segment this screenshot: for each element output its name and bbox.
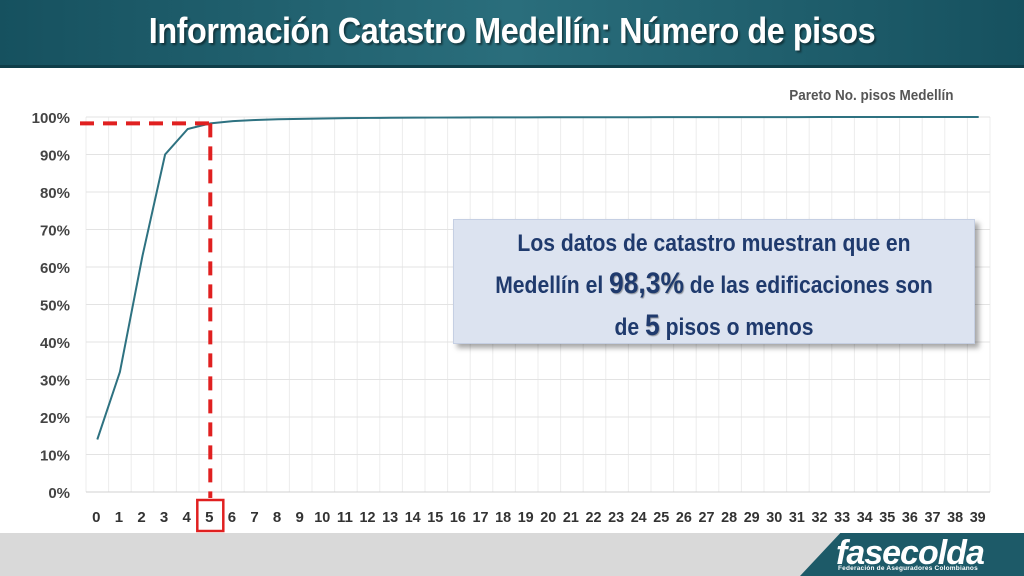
x-tick-label: 16 xyxy=(450,509,466,526)
y-tick-label: 0% xyxy=(48,485,70,502)
fasecolda-logo-subtitle: Federación de Aseguradores Colombianos xyxy=(838,565,978,572)
callout-floors-value: 5 xyxy=(645,309,660,342)
y-tick-label: 70% xyxy=(40,223,70,240)
y-tick-label: 20% xyxy=(40,410,70,427)
callout-box: Los datos de catastro muestran que en Me… xyxy=(453,219,975,344)
x-tick-label: 38 xyxy=(947,509,963,526)
x-tick-label: 3 xyxy=(160,509,168,526)
x-tick-label: 35 xyxy=(879,509,895,526)
x-tick-label: 0 xyxy=(92,509,100,526)
highlight-x-label-box xyxy=(196,498,225,533)
chart-title: Pareto No. pisos Medellín xyxy=(789,87,954,104)
x-tick-label: 28 xyxy=(721,509,737,526)
x-tick-label: 14 xyxy=(405,509,422,526)
callout-percent-value: 98,3% xyxy=(609,267,684,300)
footer-logo-panel xyxy=(800,533,1024,576)
y-tick-label: 60% xyxy=(40,260,70,277)
x-tick-label: 1 xyxy=(115,509,123,526)
x-tick-label: 20 xyxy=(540,509,556,526)
y-tick-label: 30% xyxy=(40,373,70,390)
x-tick-label: 22 xyxy=(586,509,602,526)
x-tick-label: 10 xyxy=(314,509,330,526)
y-tick-label: 80% xyxy=(40,185,70,202)
header-bar xyxy=(0,0,1024,68)
x-tick-label: 17 xyxy=(473,509,489,526)
callout-line-2-pre: Medellín el xyxy=(495,272,604,299)
x-tick-label: 21 xyxy=(563,509,579,526)
x-tick-label: 36 xyxy=(902,509,918,526)
x-tick-label: 6 xyxy=(228,509,236,526)
fasecolda-logo: fasecolda xyxy=(836,534,985,572)
x-tick-label: 32 xyxy=(812,509,828,526)
callout-line-2-post: de las edificaciones son xyxy=(689,272,933,299)
x-tick-label: 7 xyxy=(250,509,258,526)
x-tick-label: 2 xyxy=(137,509,145,526)
callout-line-3: de 5 pisos o menos xyxy=(485,306,943,348)
x-tick-label: 27 xyxy=(699,509,715,526)
x-tick-label: 37 xyxy=(925,509,941,526)
callout-line-1: Los datos de catastro muestran que en xyxy=(517,230,911,257)
x-tick-label: 12 xyxy=(360,509,376,526)
x-tick-label: 26 xyxy=(676,509,692,526)
x-tick-label: 23 xyxy=(608,509,624,526)
x-tick-label: 8 xyxy=(273,509,281,526)
x-tick-label: 34 xyxy=(857,509,874,526)
page-title: Información Catastro Medellín: Número de… xyxy=(148,10,876,51)
x-tick-label: 4 xyxy=(183,509,192,526)
x-tick-label: 15 xyxy=(427,509,443,526)
x-tick-label: 18 xyxy=(495,509,511,526)
callout-line-3-post: pisos o menos xyxy=(665,314,814,341)
y-tick-label: 50% xyxy=(40,298,70,315)
x-tick-label: 19 xyxy=(518,509,534,526)
y-tick-label: 40% xyxy=(40,335,70,352)
x-tick-label: 25 xyxy=(653,509,669,526)
callout-line-3-pre: de xyxy=(614,314,640,341)
x-tick-label: 29 xyxy=(744,509,760,526)
x-tick-label: 5 xyxy=(205,509,213,526)
x-tick-label: 39 xyxy=(970,509,986,526)
x-tick-label: 31 xyxy=(789,509,805,526)
callout-line-2: Medellín el 98,3% de las edificaciones s… xyxy=(485,264,943,306)
x-tick-label: 11 xyxy=(337,509,353,526)
x-tick-label: 30 xyxy=(766,509,782,526)
x-tick-label: 9 xyxy=(296,509,304,526)
y-tick-label: 90% xyxy=(40,148,70,165)
pareto-line xyxy=(96,116,979,440)
y-tick-label: 10% xyxy=(40,448,70,465)
y-tick-label: 100% xyxy=(32,110,70,127)
x-tick-label: 13 xyxy=(382,509,398,526)
x-tick-label: 33 xyxy=(834,509,850,526)
x-tick-label: 24 xyxy=(631,509,648,526)
